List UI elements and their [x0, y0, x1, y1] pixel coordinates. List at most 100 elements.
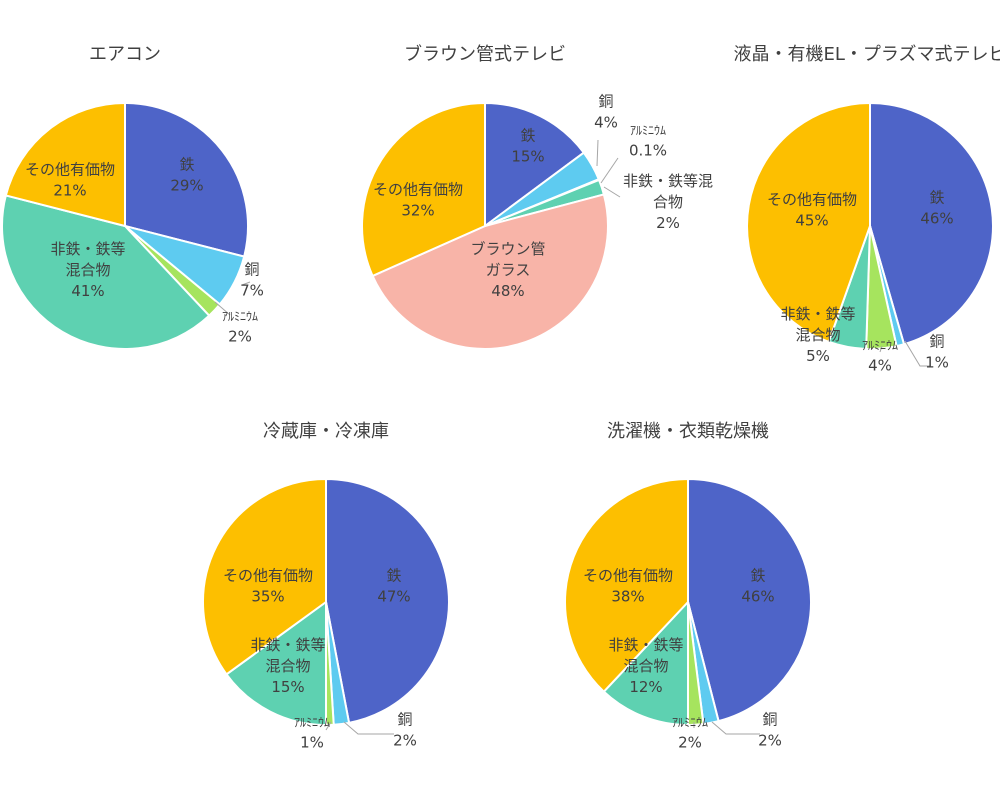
- slice-label-line: 15%: [511, 148, 544, 166]
- slice-label-line: 4%: [594, 114, 618, 132]
- slice-label: その他有価物 38%: [583, 567, 673, 606]
- slice-label-line: 鉄: [179, 156, 194, 174]
- slice-label-line: 銅: [598, 93, 613, 111]
- pie-slice: [687, 477, 813, 723]
- slice-label: ｱﾙﾐﾆｳﾑ 2%: [672, 716, 708, 752]
- slice-label-line: 鉄: [929, 189, 944, 207]
- slice-label: 非鉄・鉄等混合物 41%: [50, 240, 125, 300]
- slice-label-line: 合物: [653, 193, 683, 211]
- leader-line: [343, 721, 394, 735]
- pie-slice: [746, 101, 871, 344]
- slice-label-line: 非鉄・鉄等: [780, 305, 855, 323]
- slice-label-line: その他有価物: [767, 191, 857, 209]
- slice-label-line: ブラウン管: [470, 240, 545, 258]
- slice-label-line: 0.1%: [629, 142, 667, 160]
- pie-slice: [124, 101, 249, 258]
- leader-line: [879, 345, 883, 353]
- leader-line: [829, 329, 833, 337]
- pie-slice: [484, 101, 586, 228]
- chart-title: 液晶・有機EL・プラズマ式テレビ: [733, 44, 1000, 65]
- slice-label-line: 非鉄・鉄等: [608, 636, 683, 654]
- slice-label-line: 15%: [271, 678, 304, 696]
- slice-label-line: 21%: [53, 182, 86, 200]
- slice-label: 銅 2%: [758, 711, 782, 750]
- slice-label-line: 45%: [795, 212, 828, 230]
- slice-label-line: 7%: [240, 282, 264, 300]
- slice-label-line: ｱﾙﾐﾆｳﾑ: [294, 716, 330, 730]
- slice-label: ｱﾙﾐﾆｳﾑ 2%: [222, 310, 258, 346]
- slice-label-line: 混合物: [65, 261, 110, 279]
- slice-label-line: その他有価物: [25, 161, 115, 179]
- leader-line: [214, 301, 231, 316]
- slice-label-line: 1%: [300, 734, 324, 752]
- slice-label-line: 非鉄・鉄等: [50, 240, 125, 258]
- slice-label-line: 2%: [228, 328, 252, 346]
- slice-label-line: 非鉄・鉄等: [250, 636, 325, 654]
- slice-label-line: 銅: [762, 711, 777, 729]
- slice-label-line: ｱﾙﾐﾆｳﾑ: [672, 716, 708, 730]
- slice-label: 銅 2%: [393, 711, 417, 750]
- slice-label-line: ガラス: [486, 261, 531, 279]
- slice-label-line: 混合物: [265, 657, 310, 675]
- pie-slice: [4, 101, 126, 228]
- slice-label-line: 41%: [71, 282, 104, 300]
- slice-label: ｱﾙﾐﾆｳﾑ 0.1%: [629, 124, 667, 160]
- slice-label: 銅 1%: [925, 333, 949, 372]
- slice-label-line: ｱﾙﾐﾆｳﾑ: [862, 339, 898, 353]
- leader-line: [600, 157, 619, 184]
- slice-label-line: 1%: [925, 354, 949, 372]
- slice-label-line: ｱﾙﾐﾆｳﾑ: [222, 310, 258, 324]
- slice-label-line: ｱﾙﾐﾆｳﾑ: [630, 124, 666, 138]
- slice-label: 非鉄・鉄等混合物 15%: [250, 636, 325, 696]
- slice-label-line: 35%: [251, 588, 284, 606]
- leader-line: [904, 340, 930, 367]
- slice-label: その他有価物 35%: [223, 567, 313, 606]
- slice-label-line: 46%: [920, 210, 953, 228]
- pie-slice: [361, 101, 486, 278]
- slice-label: 非鉄・鉄等混合物 5%: [780, 305, 855, 365]
- slice-label: 鉄 15%: [511, 127, 544, 166]
- slice-label-line: 鉄: [520, 127, 535, 145]
- slice-label-line: 銅: [397, 711, 412, 729]
- slice-label-line: 48%: [491, 282, 524, 300]
- chart-title: ブラウン管式テレビ: [404, 43, 566, 65]
- chart-title: 洗濯機・衣類乾燥機: [607, 421, 769, 442]
- slice-label-line: 銅: [929, 333, 944, 351]
- leader-line: [241, 281, 251, 286]
- leader-line: [603, 186, 621, 198]
- pie-slice: [325, 477, 450, 724]
- slice-label: 鉄 47%: [377, 567, 410, 606]
- slice-label-line: 2%: [656, 214, 680, 232]
- slice-label: その他有価物 21%: [25, 161, 115, 200]
- slice-label-line: 12%: [629, 678, 662, 696]
- chart-title: エアコン: [89, 44, 161, 65]
- slice-label-line: 非鉄・鉄等混: [623, 172, 713, 190]
- slice-label: 銅 4%: [594, 93, 618, 132]
- slice-label-line: 銅: [244, 261, 259, 279]
- pie-slice: [371, 193, 609, 350]
- leader-line: [325, 721, 332, 731]
- pie-slice: [225, 600, 327, 727]
- slice-label: その他有価物 45%: [767, 191, 857, 230]
- slice-label-line: 29%: [170, 177, 203, 195]
- slice-label: 鉄 46%: [741, 567, 774, 606]
- slice-label-line: 2%: [393, 732, 417, 750]
- pie-slice: [1, 194, 211, 350]
- slice-label-line: 混合物: [623, 657, 668, 675]
- slice-label-line: 38%: [611, 588, 644, 606]
- slice-label-line: 混合物: [795, 326, 840, 344]
- pie-slice: [564, 477, 689, 694]
- slice-label: 非鉄・鉄等混合物 12%: [608, 636, 683, 696]
- slice-label-line: その他有価物: [373, 181, 463, 199]
- slice-label-line: その他有価物: [583, 567, 673, 585]
- slice-label-line: 4%: [868, 357, 892, 375]
- slice-label-line: 46%: [741, 588, 774, 606]
- slice-label: その他有価物 32%: [373, 181, 463, 220]
- leader-line: [596, 139, 599, 167]
